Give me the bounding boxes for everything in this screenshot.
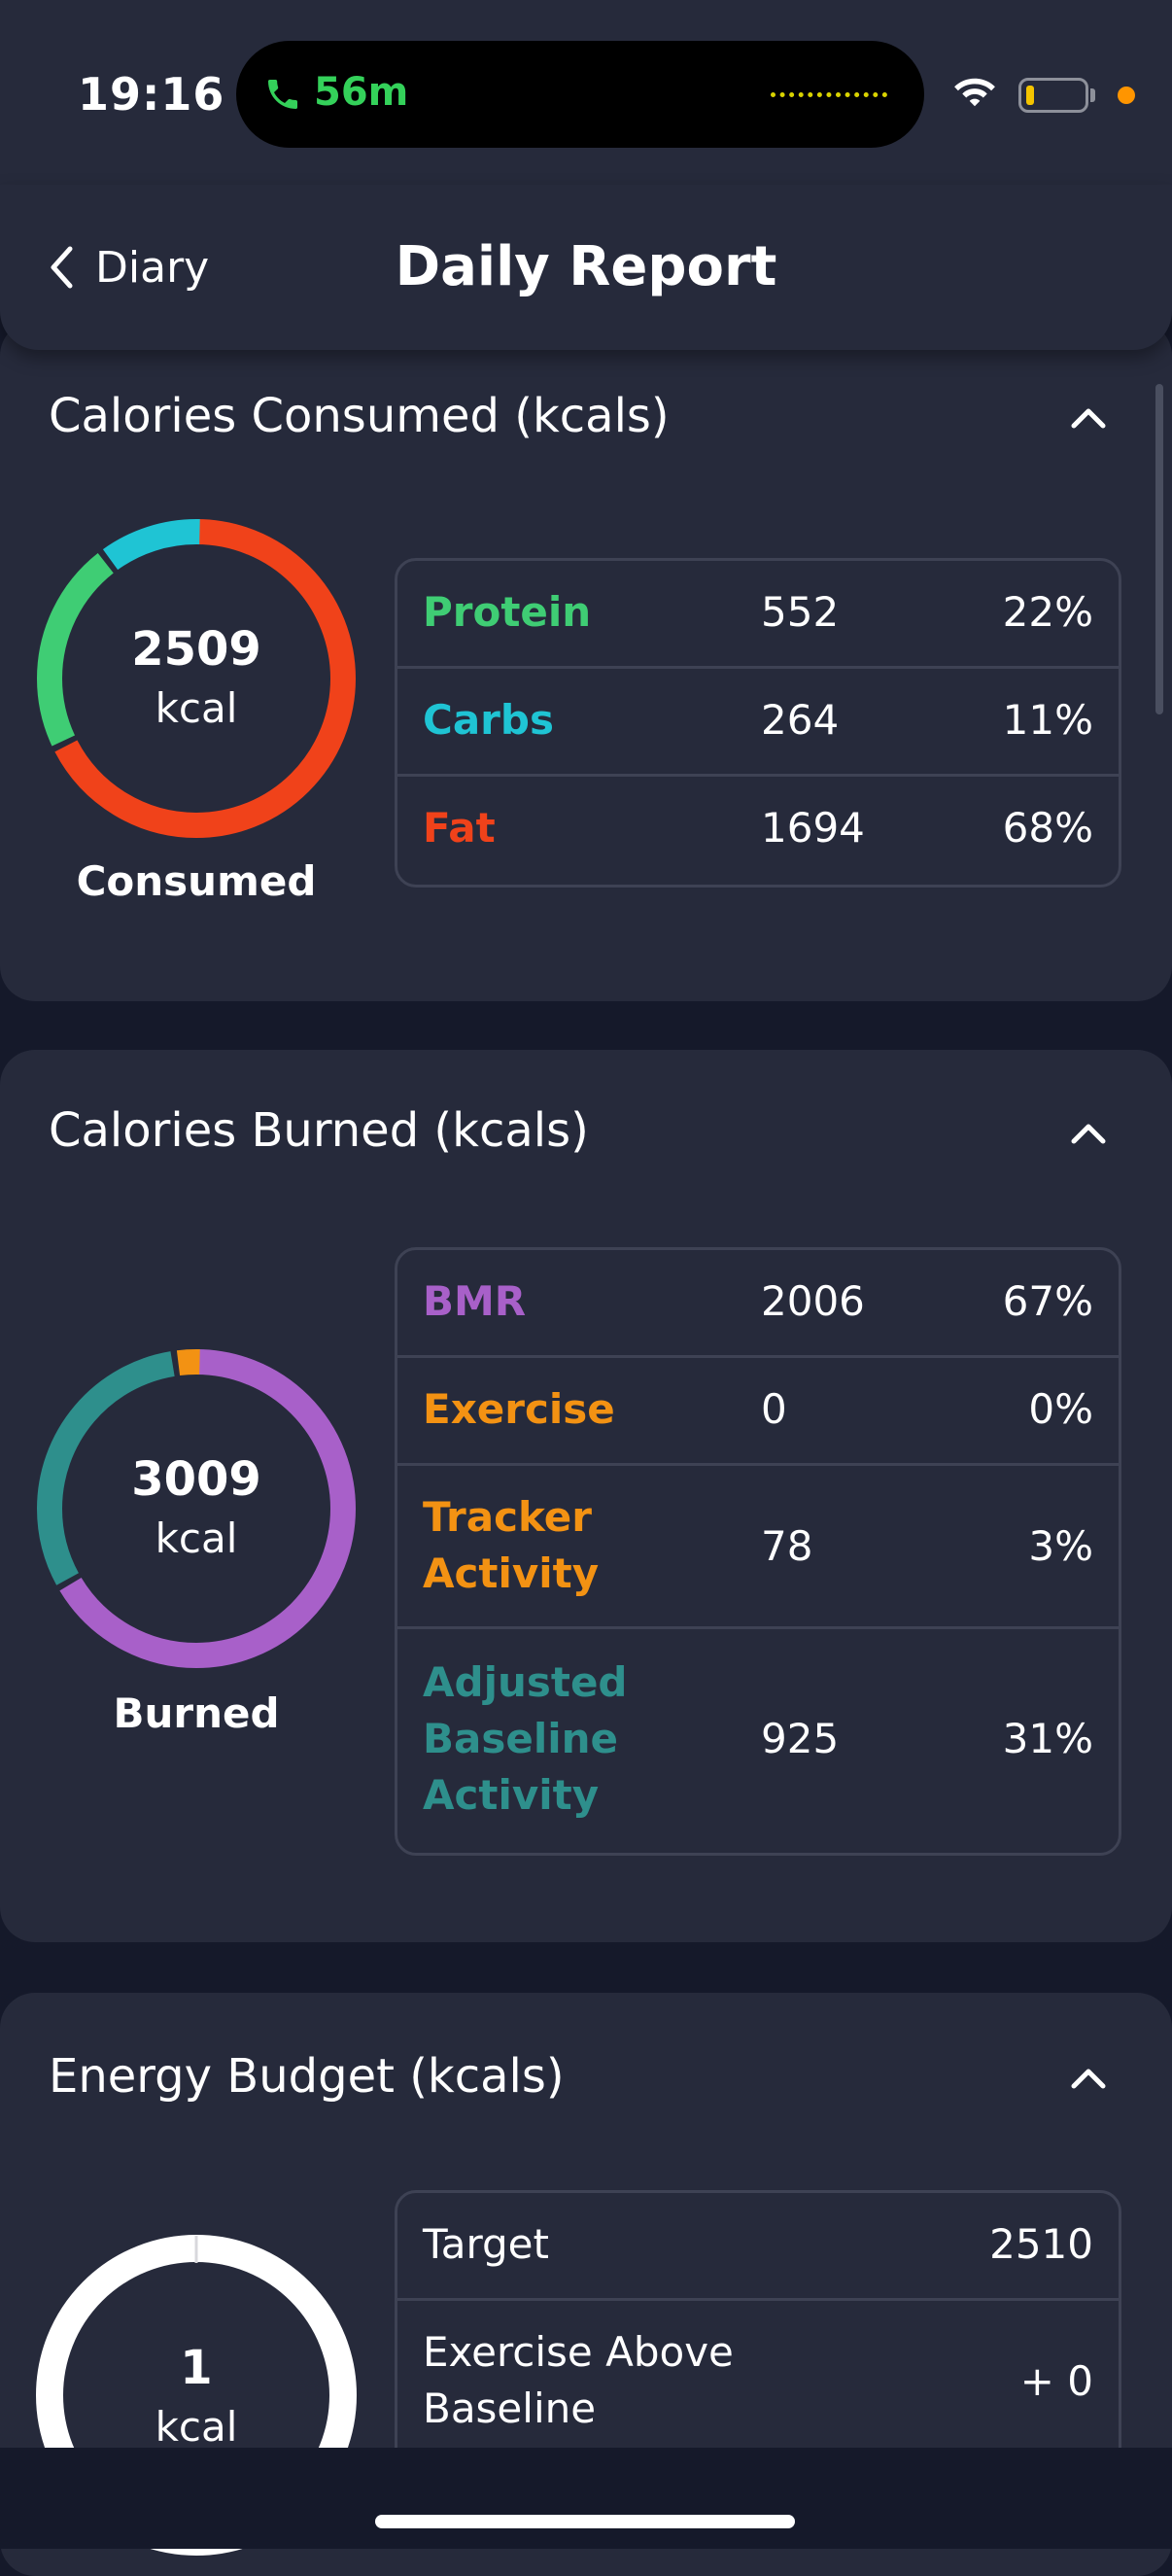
macro-percent: 11%	[1002, 696, 1093, 744]
calories-burned-card: Calories Burned (kcals) 3009 kcal Burned…	[0, 1050, 1172, 1942]
macro-name-protein: Protein	[423, 588, 592, 636]
budget-row-value: 2510	[989, 2220, 1093, 2268]
mic-indicator-dot	[1118, 87, 1135, 104]
call-waveform	[771, 92, 887, 97]
burned-total: 3009	[131, 1452, 261, 1507]
burned-donut-chart	[37, 1349, 356, 1668]
nav-header: Diary Daily Report	[0, 185, 1172, 350]
consumed-donut-chart	[37, 519, 356, 838]
table-row: Carbs 264 11%	[397, 669, 1119, 777]
burn-value: 78	[761, 1522, 813, 1570]
burn-name-tracker-activity: Tracker Activity	[423, 1493, 600, 1597]
table-row: Target 2510	[397, 2193, 1119, 2301]
burned-unit: kcal	[155, 1514, 238, 1562]
back-button[interactable]: Diary	[49, 238, 209, 296]
page-title: Daily Report	[395, 235, 777, 298]
table-row: Adjusted Baseline Activity 925 31%	[397, 1629, 1119, 1853]
scrollbar[interactable]	[1155, 384, 1163, 714]
burn-value: 925	[761, 1715, 840, 1762]
table-row: BMR 2006 67%	[397, 1250, 1119, 1358]
macro-name-carbs: Carbs	[423, 696, 554, 744]
consumed-total: 2509	[131, 622, 261, 677]
burn-name-exercise: Exercise	[423, 1385, 615, 1433]
consumed-unit: kcal	[155, 684, 238, 732]
budget-row-value: + 0	[1019, 2357, 1093, 2405]
donut-segment-tracker	[37, 1349, 356, 1668]
home-indicator[interactable]	[375, 2515, 795, 2528]
macro-percent: 22%	[1002, 588, 1093, 636]
burn-percent: 0%	[1028, 1385, 1093, 1433]
status-bar: 19:16 56m	[0, 0, 1172, 185]
table-row: Tracker Activity 78 3%	[397, 1466, 1119, 1629]
budget-row-label: Target	[423, 2220, 549, 2268]
budget-unit: kcal	[155, 2403, 238, 2451]
chevron-left-icon	[51, 246, 73, 289]
budget-breakdown-table: Target 2510 Exercise Above Baseline + 0	[395, 2190, 1121, 2511]
burn-percent: 67%	[1002, 1277, 1093, 1325]
burn-percent: 3%	[1028, 1522, 1093, 1570]
calories-consumed-card: Calories Consumed (kcals) 2509 kcal Cons…	[0, 321, 1172, 1001]
status-time: 19:16	[78, 68, 225, 121]
donut-segment-adjusted-baseline	[37, 1349, 356, 1668]
burn-value: 0	[761, 1385, 787, 1433]
burn-percent: 31%	[1002, 1715, 1093, 1762]
table-row: Exercise Above Baseline + 0	[397, 2301, 1119, 2464]
burned-label: Burned	[113, 1689, 280, 1737]
burn-name-bmr: BMR	[423, 1277, 527, 1325]
call-duration: 56m	[314, 70, 409, 115]
chevron-up-icon[interactable]	[1064, 1118, 1113, 1147]
table-row: Protein 552 22%	[397, 561, 1119, 669]
call-indicator[interactable]: 56m	[236, 41, 924, 148]
macro-name-fat: Fat	[423, 804, 496, 852]
card-title: Energy Budget (kcals)	[49, 2049, 565, 2104]
consumed-breakdown-table: Protein 552 22% Carbs 264 11% Fat 1694 6…	[395, 558, 1121, 888]
macro-value: 264	[761, 696, 840, 744]
chevron-up-icon[interactable]	[1064, 402, 1113, 432]
budget-total: 1	[180, 2341, 213, 2395]
donut-segment-protein	[37, 519, 356, 838]
table-row: Exercise 0 0%	[397, 1358, 1119, 1466]
macro-value: 552	[761, 588, 840, 636]
chevron-up-icon[interactable]	[1064, 2063, 1113, 2092]
battery-level	[1026, 86, 1034, 105]
battery-tip	[1090, 88, 1095, 102]
donut-segment-carbs	[37, 519, 356, 838]
back-label: Diary	[95, 242, 210, 293]
burn-name-adjusted-baseline: Adjusted Baseline Activity	[423, 1658, 628, 1819]
budget-row-label: Exercise Above Baseline	[423, 2328, 734, 2432]
table-row: Fat 1694 68%	[397, 777, 1119, 885]
card-title: Calories Consumed (kcals)	[49, 389, 670, 443]
wifi-icon	[954, 78, 995, 107]
battery-icon	[1018, 78, 1088, 113]
consumed-label: Consumed	[76, 857, 317, 905]
home-bar-area	[0, 2448, 1172, 2549]
burned-breakdown-table: BMR 2006 67% Exercise 0 0% Tracker Activ…	[395, 1247, 1121, 1856]
card-title: Calories Burned (kcals)	[49, 1103, 589, 1158]
burn-value: 2006	[761, 1277, 865, 1325]
macro-percent: 68%	[1002, 804, 1093, 852]
macro-value: 1694	[761, 804, 865, 852]
phone-icon	[268, 80, 297, 109]
